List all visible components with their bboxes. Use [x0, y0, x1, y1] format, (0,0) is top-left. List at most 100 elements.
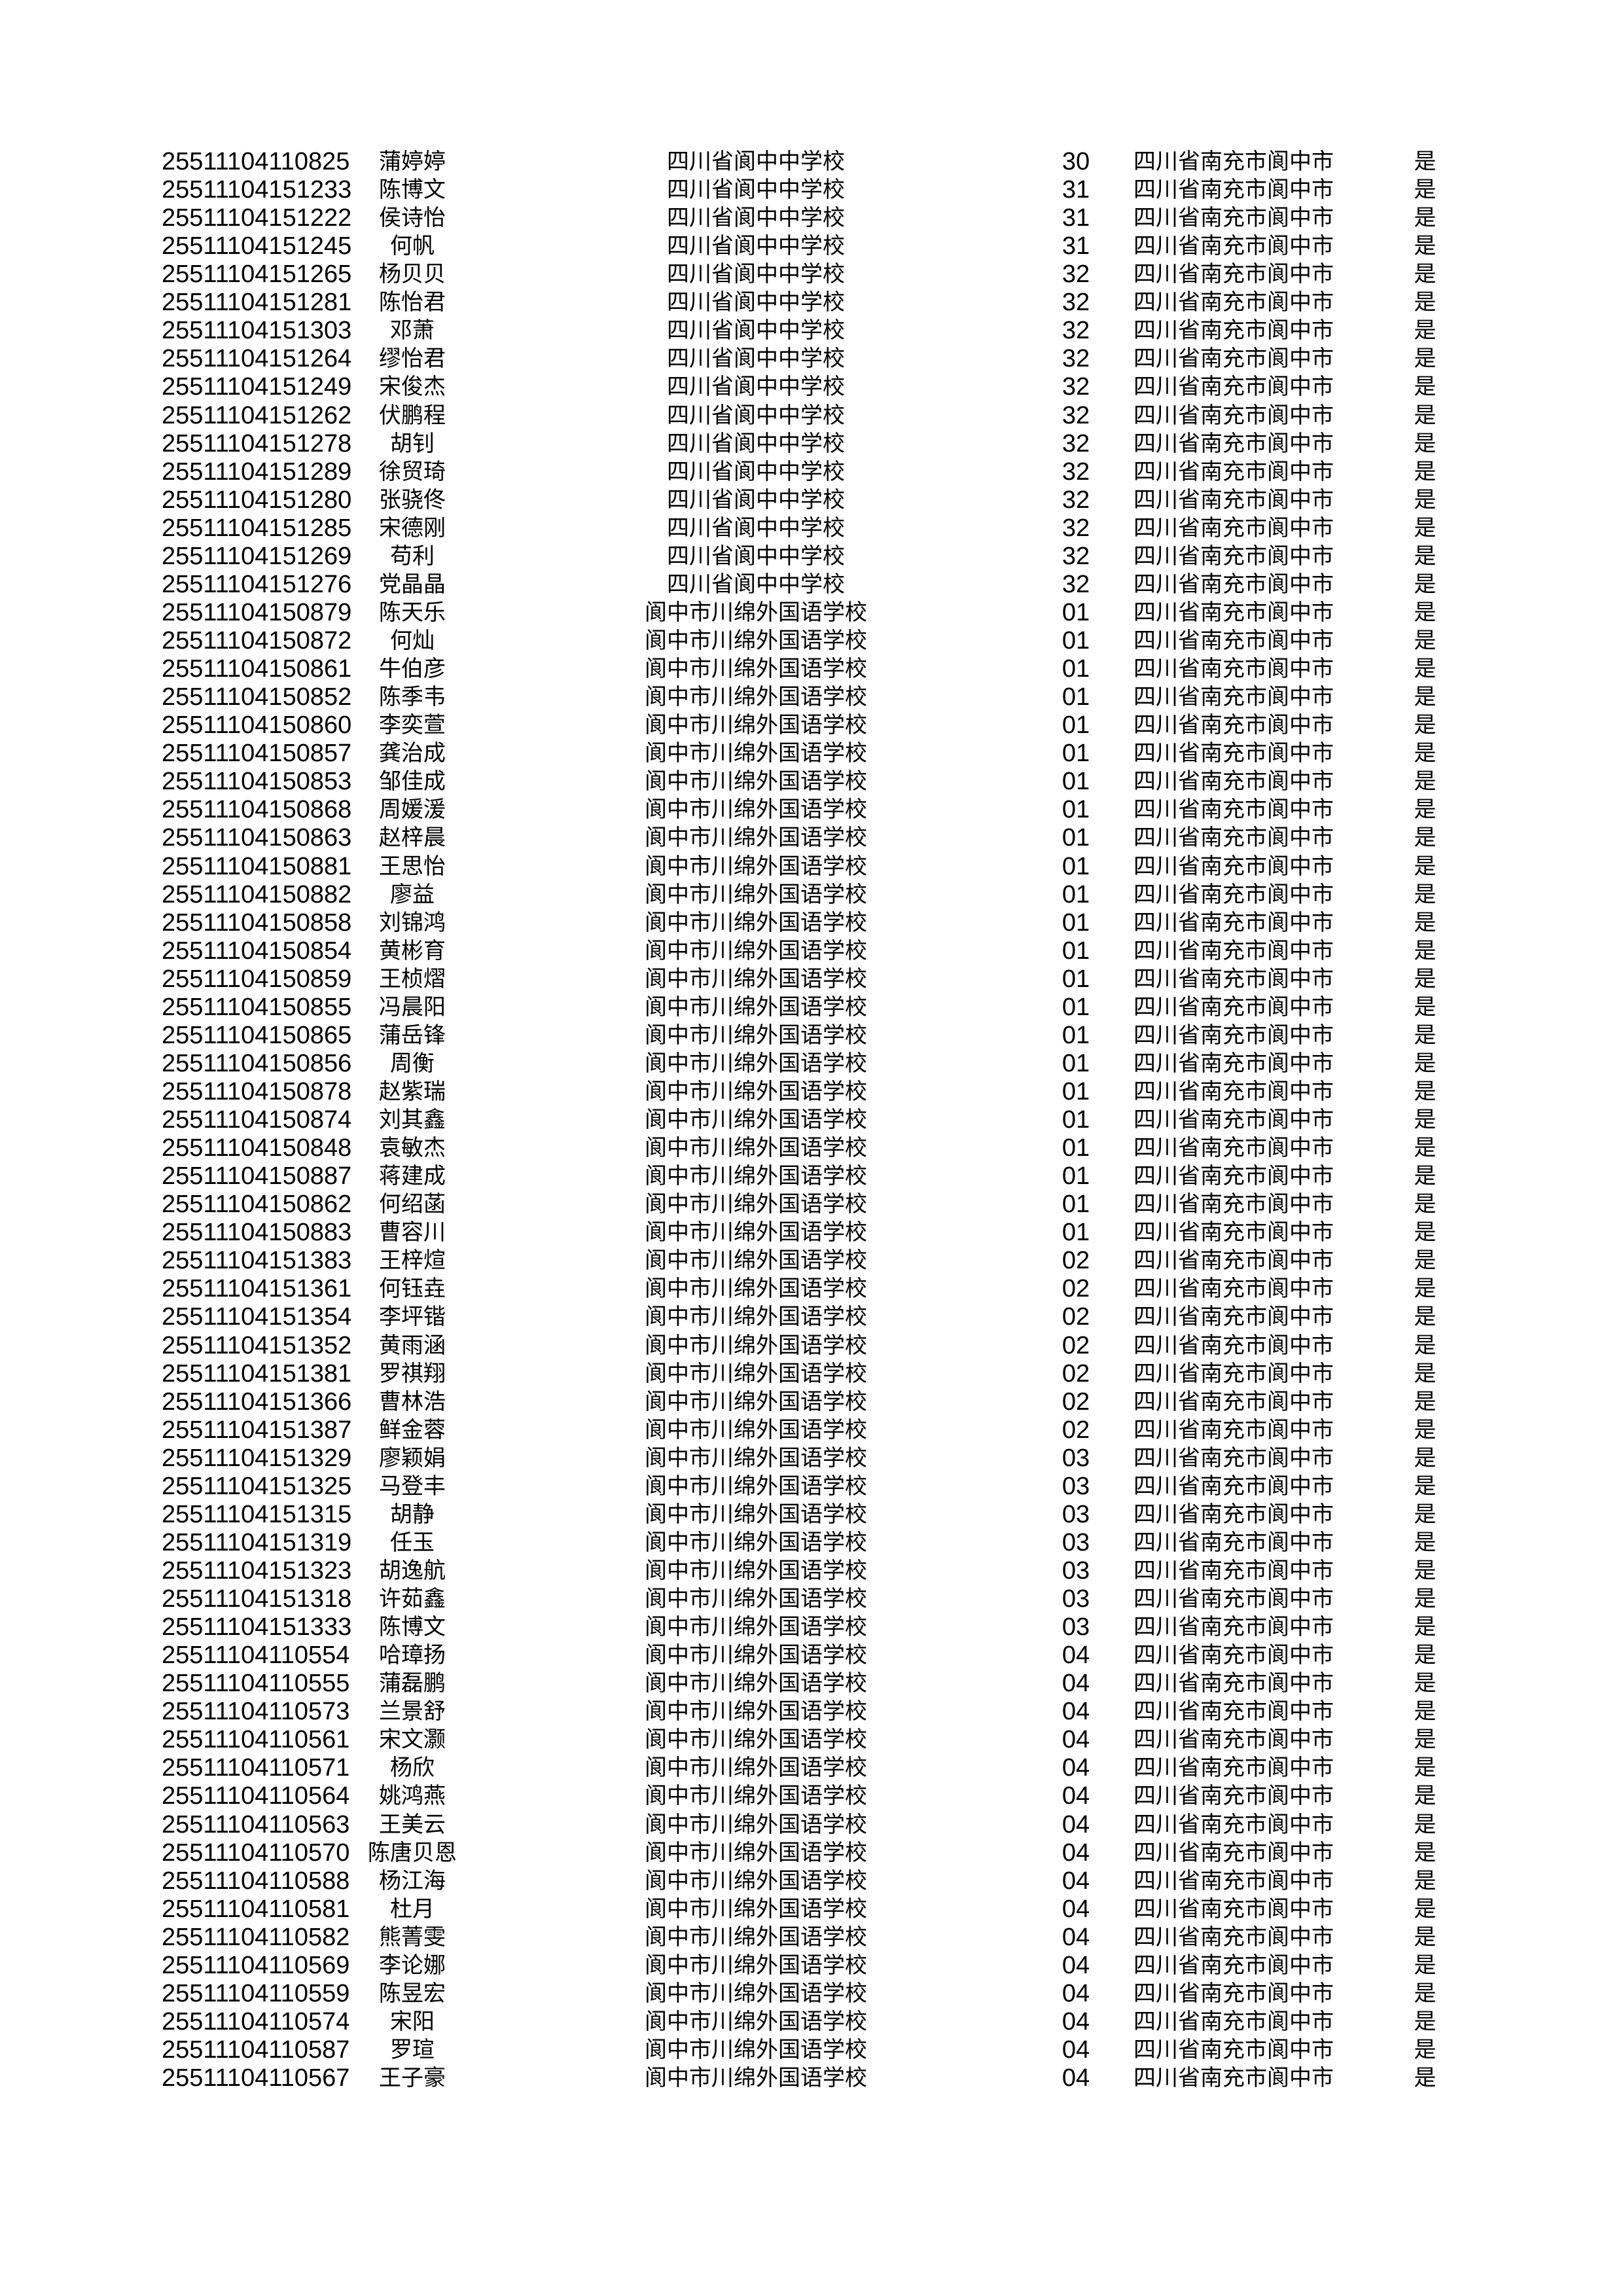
- confirm-cell: 是: [1414, 1164, 1436, 1189]
- candidate-id-cell: 25511104150881: [162, 853, 352, 880]
- confirm-cell: 是: [1414, 798, 1436, 822]
- class-cell: 01: [1061, 853, 1090, 880]
- city-cell: 四川省南充市阆中市: [1133, 573, 1334, 597]
- confirm-cell: 是: [1414, 1136, 1436, 1160]
- table-row: 25511104110582 熊菁雯 阆中市川绵外国语学校 04 四川省南充市阆…: [0, 1924, 1623, 1952]
- candidate-id-cell: 25511104110571: [162, 1754, 350, 1782]
- school-cell: 阆中市川绵外国语学校: [645, 2038, 867, 2062]
- candidate-id-cell: 25511104150865: [162, 1022, 352, 1049]
- city-cell: 四川省南充市阆中市: [1133, 1531, 1334, 1555]
- table-row: 25511104151289 徐贸琦 四川省阆中中学校 32 四川省南充市阆中市…: [0, 458, 1623, 486]
- city-cell: 四川省南充市阆中市: [1133, 685, 1334, 709]
- table-row: 25511104110554 哈璋扬 阆中市川绵外国语学校 04 四川省南充市阆…: [0, 1641, 1623, 1670]
- candidate-id-cell: 25511104151280: [162, 486, 352, 514]
- candidate-id-cell: 25511104151319: [162, 1529, 352, 1556]
- name-cell: 周媛湲: [379, 798, 446, 822]
- name-cell: 杜月: [390, 1897, 435, 1922]
- candidate-id-cell: 25511104151325: [162, 1473, 352, 1500]
- candidate-id-cell: 25511104150868: [162, 796, 352, 823]
- city-cell: 四川省南充市阆中市: [1133, 657, 1334, 681]
- candidate-id-cell: 25511104151352: [162, 1332, 352, 1359]
- table-row: 25511104151280 张骁佟 四川省阆中中学校 32 四川省南充市阆中市…: [0, 486, 1623, 514]
- class-cell: 02: [1061, 1303, 1090, 1331]
- class-cell: 04: [1061, 1641, 1090, 1669]
- city-cell: 四川省南充市阆中市: [1133, 404, 1334, 428]
- class-cell: 04: [1061, 1698, 1090, 1725]
- name-cell: 陈博文: [379, 178, 446, 202]
- table-row: 25511104110573 兰景舒 阆中市川绵外国语学校 04 四川省南充市阆…: [0, 1698, 1623, 1726]
- confirm-cell: 是: [1414, 1475, 1436, 1499]
- city-cell: 四川省南充市阆中市: [1133, 1784, 1334, 1808]
- name-cell: 徐贸琦: [379, 460, 446, 484]
- city-cell: 四川省南充市阆中市: [1133, 911, 1334, 935]
- candidate-id-cell: 25511104150863: [162, 824, 352, 852]
- class-cell: 03: [1061, 1529, 1090, 1556]
- city-cell: 四川省南充市阆中市: [1133, 375, 1334, 399]
- candidate-id-cell: 25511104110554: [162, 1641, 350, 1669]
- city-cell: 四川省南充市阆中市: [1133, 1503, 1334, 1527]
- city-cell: 四川省南充市阆中市: [1133, 826, 1334, 850]
- class-cell: 01: [1061, 1162, 1090, 1190]
- candidate-id-cell: 25511104150848: [162, 1134, 352, 1162]
- school-cell: 四川省阆中中学校: [667, 206, 845, 230]
- class-cell: 01: [1061, 599, 1090, 626]
- class-cell: 01: [1061, 627, 1090, 655]
- city-cell: 四川省南充市阆中市: [1133, 2038, 1334, 2062]
- name-cell: 曹林浩: [379, 1390, 446, 1414]
- name-cell: 王思怡: [379, 855, 446, 879]
- table-row: 25511104151233 陈博文 四川省阆中中学校 31 四川省南充市阆中市…: [0, 176, 1623, 204]
- table-row: 25511104150862 何绍菡 阆中市川绵外国语学校 01 四川省南充市阆…: [0, 1191, 1623, 1219]
- name-cell: 龚治成: [379, 742, 446, 766]
- school-cell: 阆中市川绵外国语学校: [645, 1052, 867, 1076]
- table-row: 25511104150860 李奕萱 阆中市川绵外国语学校 01 四川省南充市阆…: [0, 711, 1623, 740]
- city-cell: 四川省南充市阆中市: [1133, 1700, 1334, 1724]
- name-cell: 杨江海: [379, 1869, 446, 1893]
- school-cell: 四川省阆中中学校: [667, 404, 845, 428]
- city-cell: 四川省南充市阆中市: [1133, 1926, 1334, 1950]
- city-cell: 四川省南充市阆中市: [1133, 770, 1334, 794]
- table-row: 25511104150881 王思怡 阆中市川绵外国语学校 01 四川省南充市阆…: [0, 853, 1623, 881]
- class-cell: 01: [1061, 824, 1090, 852]
- city-cell: 四川省南充市阆中市: [1133, 1869, 1334, 1893]
- table-row: 25511104151285 宋德刚 四川省阆中中学校 32 四川省南充市阆中市…: [0, 514, 1623, 543]
- class-cell: 04: [1061, 1980, 1090, 2007]
- class-cell: 01: [1061, 1050, 1090, 1077]
- school-cell: 阆中市川绵外国语学校: [645, 1164, 867, 1189]
- confirm-cell: 是: [1414, 1418, 1436, 1443]
- table-row: 25511104151262 伏鹏程 四川省阆中中学校 32 四川省南充市阆中市…: [0, 402, 1623, 430]
- class-cell: 01: [1061, 1078, 1090, 1105]
- confirm-cell: 是: [1414, 262, 1436, 287]
- name-cell: 杨贝贝: [379, 262, 446, 287]
- class-cell: 01: [1061, 683, 1090, 711]
- name-cell: 何帆: [390, 234, 435, 259]
- school-cell: 阆中市川绵外国语学校: [645, 1418, 867, 1443]
- name-cell: 赵梓晨: [379, 826, 446, 850]
- candidate-id-cell: 25511104151281: [162, 289, 352, 316]
- confirm-cell: 是: [1414, 996, 1436, 1020]
- candidate-id-cell: 25511104110825: [162, 148, 350, 175]
- confirm-cell: 是: [1414, 291, 1436, 315]
- confirm-cell: 是: [1414, 742, 1436, 766]
- table-row: 25511104110561 宋文灏 阆中市川绵外国语学校 04 四川省南充市阆…: [0, 1726, 1623, 1754]
- name-cell: 姚鸿燕: [379, 1784, 446, 1808]
- city-cell: 四川省南充市阆中市: [1133, 713, 1334, 738]
- confirm-cell: 是: [1414, 855, 1436, 879]
- name-cell: 刘锦鸿: [379, 911, 446, 935]
- table-row: 25511104150883 曹容川 阆中市川绵外国语学校 01 四川省南充市阆…: [0, 1219, 1623, 1247]
- confirm-cell: 是: [1414, 657, 1436, 681]
- confirm-cell: 是: [1414, 629, 1436, 653]
- table-row: 25511104110559 陈昱宏 阆中市川绵外国语学校 04 四川省南充市阆…: [0, 1980, 1623, 2008]
- table-row: 25511104150854 黄彬育 阆中市川绵外国语学校 01 四川省南充市阆…: [0, 937, 1623, 965]
- city-cell: 四川省南充市阆中市: [1133, 488, 1334, 512]
- confirm-cell: 是: [1414, 1643, 1436, 1668]
- city-cell: 四川省南充市阆中市: [1133, 1728, 1334, 1752]
- confirm-cell: 是: [1414, 601, 1436, 625]
- table-row: 25511104151361 何钰垚 阆中市川绵外国语学校 02 四川省南充市阆…: [0, 1275, 1623, 1303]
- confirm-cell: 是: [1414, 1334, 1436, 1358]
- table-row: 25511104151265 杨贝贝 四川省阆中中学校 32 四川省南充市阆中市…: [0, 260, 1623, 289]
- city-cell: 四川省南充市阆中市: [1133, 1841, 1334, 1865]
- school-cell: 四川省阆中中学校: [667, 234, 845, 259]
- table-row: 25511104150887 蒋建成 阆中市川绵外国语学校 01 四川省南充市阆…: [0, 1162, 1623, 1191]
- name-cell: 廖颖娟: [379, 1446, 446, 1471]
